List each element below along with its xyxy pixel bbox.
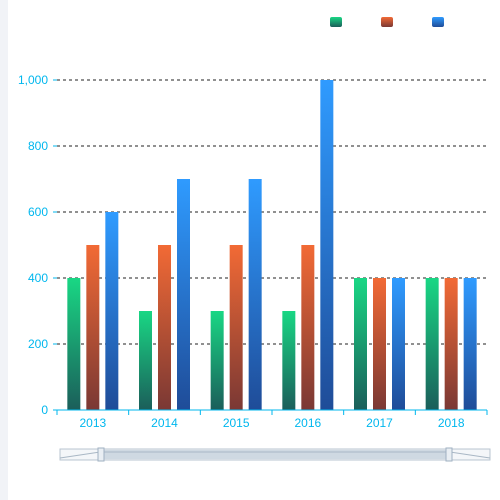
y-tick-label: 200 (28, 337, 48, 351)
bar-2015-series-2[interactable] (229, 245, 243, 410)
y-tick-label: 600 (28, 205, 48, 219)
bar-2014-series-2[interactable] (158, 245, 171, 410)
bar-2017-series-1[interactable] (354, 278, 367, 410)
bar-2014-series-1[interactable] (139, 311, 152, 410)
y-tick-label: 800 (28, 139, 48, 153)
legend-swatch-series-1[interactable] (330, 17, 342, 27)
legend-swatch-series-3[interactable] (432, 17, 444, 27)
zoom-end-handle[interactable] (445, 447, 453, 462)
legend-swatch-series-2[interactable] (381, 17, 393, 27)
bar-2018-series-2[interactable] (444, 278, 458, 410)
bar-2017-series-2[interactable] (373, 278, 386, 410)
x-tick-label: 2017 (366, 416, 393, 430)
bars (67, 80, 477, 410)
zoom-selected-range[interactable] (101, 450, 449, 459)
y-tick-label: 0 (41, 403, 48, 417)
bar-2016-series-1[interactable] (282, 311, 296, 410)
bar-2013-series-2[interactable] (86, 245, 100, 410)
y-axis-ticks: 0 200 400 600 800 1,000 (18, 73, 57, 417)
bar-2018-series-1[interactable] (425, 278, 439, 410)
bar-2018-series-3[interactable] (463, 278, 477, 410)
x-axis: 2013 2014 2015 2016 2017 2018 (56, 409, 488, 430)
y-tick-label: 1,000 (18, 73, 48, 87)
x-tick-label: 2015 (223, 416, 250, 430)
legend[interactable] (330, 17, 444, 27)
data-zoom-slider[interactable] (59, 447, 491, 462)
y-tick-label: 400 (28, 271, 48, 285)
x-tick-label: 2014 (151, 416, 178, 430)
bar-2015-series-1[interactable] (210, 311, 224, 410)
bar-2015-series-3[interactable] (248, 179, 262, 410)
x-tick-label: 2018 (438, 416, 465, 430)
panel-edge (0, 0, 8, 500)
bar-2017-series-3[interactable] (392, 278, 405, 410)
x-tick-label: 2013 (79, 416, 106, 430)
zoom-data-shadow (59, 451, 491, 459)
bar-2013-series-3[interactable] (105, 212, 119, 410)
grid-lines (57, 79, 487, 345)
bar-2013-series-1[interactable] (67, 278, 81, 410)
x-tick-label: 2016 (294, 416, 321, 430)
bar-2014-series-3[interactable] (177, 179, 190, 410)
bar-2016-series-3[interactable] (320, 80, 334, 410)
zoom-start-handle[interactable] (97, 447, 105, 462)
bar-2016-series-2[interactable] (301, 245, 315, 410)
